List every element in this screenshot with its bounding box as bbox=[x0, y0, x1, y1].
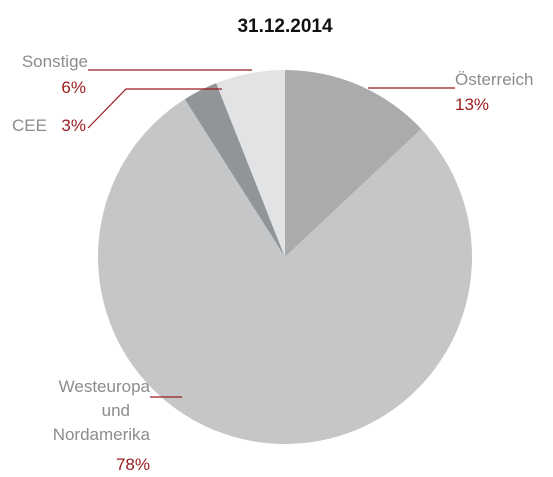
pie-slice bbox=[98, 99, 473, 444]
slice-label: Sonstige bbox=[22, 52, 88, 71]
slice-label: Österreich bbox=[455, 70, 533, 89]
chart-title: 31.12.2014 bbox=[237, 16, 333, 37]
slice-label: Westeuropa und Nordamerika bbox=[53, 377, 151, 444]
value-label: 13% bbox=[455, 95, 489, 114]
slice-label: CEE bbox=[12, 116, 47, 135]
value-label: 6% bbox=[61, 78, 86, 97]
value-label: 3% bbox=[61, 116, 86, 135]
value-label: 78% bbox=[116, 455, 150, 472]
pie-slice bbox=[285, 70, 422, 257]
pie-slice bbox=[184, 83, 285, 257]
pie-slice bbox=[216, 70, 285, 257]
leader-line bbox=[87, 88, 222, 129]
